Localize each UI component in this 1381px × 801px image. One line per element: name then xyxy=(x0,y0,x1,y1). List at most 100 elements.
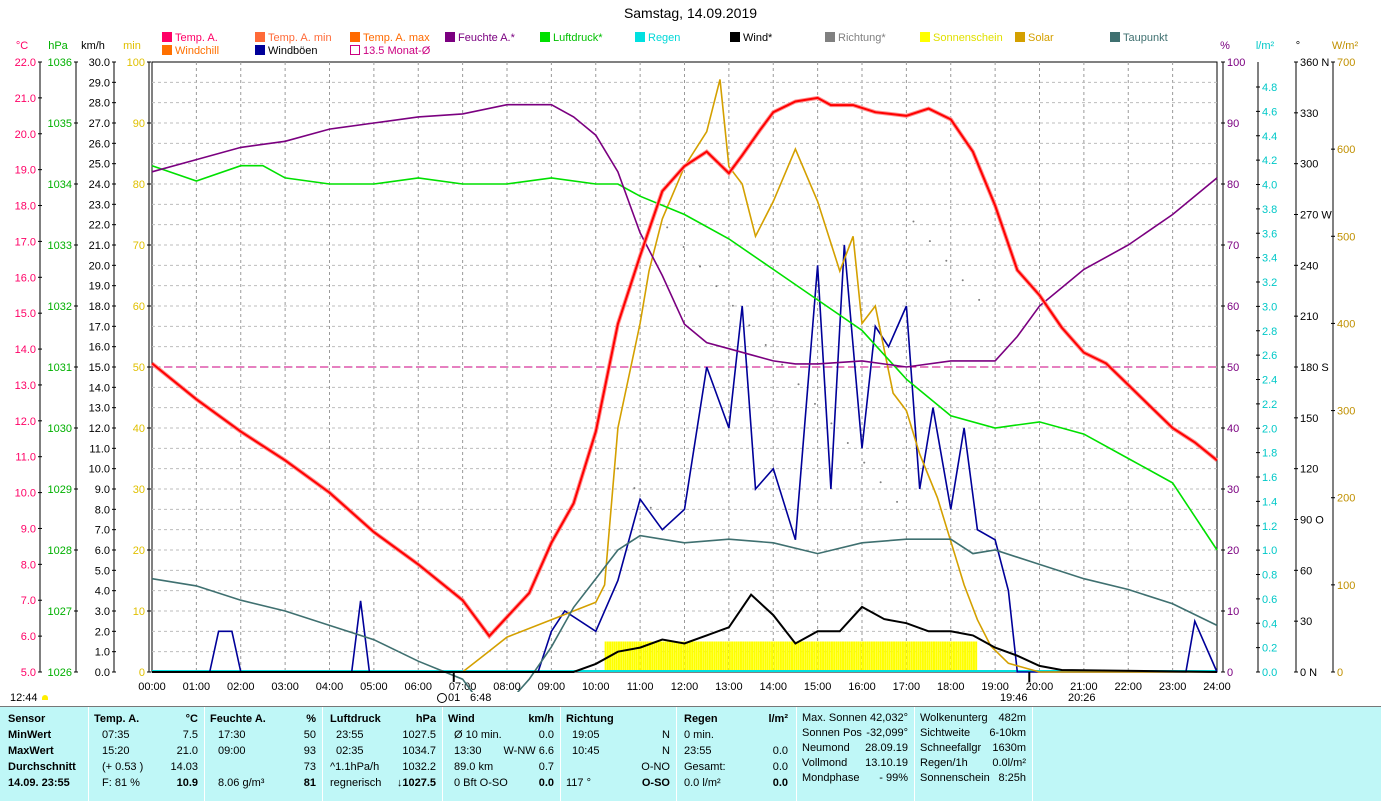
axis-tick-label: 3.4 xyxy=(1262,253,1277,265)
axis-tick-label: 1034 xyxy=(48,179,72,191)
sunshine-bar xyxy=(640,641,643,672)
sunshine-bar xyxy=(870,641,873,672)
axis-tick-label: 10 xyxy=(1227,606,1239,618)
wind-column: Wind km/h Ø 10 min. 0.0 13:30 W-NW 6.6 89.0… xyxy=(448,711,554,791)
axis-tick-label: 19.0 xyxy=(89,281,110,293)
axis-tick-label: 9.0 xyxy=(95,484,110,496)
axis-tick-label: 18.0 xyxy=(89,301,110,313)
sunshine-bar xyxy=(739,641,742,672)
sunshine-bar xyxy=(615,641,618,672)
axis-tick-label: 27.0 xyxy=(89,118,110,130)
direction-dot xyxy=(863,461,866,464)
axis-tick-label: 17.0 xyxy=(15,236,36,248)
legend-label: Temp. A. min xyxy=(268,32,332,44)
weather-chart: 22.0 21.0 20.0 19.0 18.0 17.0 16.0 15.0 14.0 13.0… xyxy=(15,40,1359,692)
sunshine-bar xyxy=(875,641,878,672)
sunshine-bar xyxy=(897,641,900,672)
rain-unit: l/m² xyxy=(768,713,788,725)
axis-tick-label: 600 xyxy=(1337,144,1355,156)
axis-tick-label: 0.0 xyxy=(95,667,110,679)
axis-tick-label: 50 xyxy=(1227,362,1239,374)
legend-item: Windböen xyxy=(255,45,318,57)
astro-value: -32,099° xyxy=(866,727,908,739)
sunshine-bar xyxy=(948,641,951,672)
hour-label: 01:00 xyxy=(183,681,211,692)
axis-tick-label: 12.0 xyxy=(89,423,110,435)
pressure-value: 1027.5 xyxy=(402,729,436,741)
direction-dot xyxy=(649,506,652,509)
axis-tick-label: 25.0 xyxy=(89,159,110,171)
axis-tick-label: 20 xyxy=(1227,545,1239,557)
rain-column: Regen l/m² 0 min. 23:55 0.0 Gesamt: 0.0 0.0… xyxy=(684,711,788,791)
rain-label: 0 min. xyxy=(684,729,714,741)
sunshine-bar xyxy=(795,641,798,672)
legend-label: Wind* xyxy=(743,32,773,44)
sunshine-bar xyxy=(744,641,747,672)
sunshine-bar xyxy=(966,641,969,672)
axis-tick-label: 8.0 xyxy=(21,559,36,571)
axis-tick-label: 60 xyxy=(1300,565,1312,577)
wind-value: 0.0 xyxy=(538,729,554,741)
legend-item: Taupunkt xyxy=(1110,32,1168,44)
pressure-value: ↓1027.5 xyxy=(396,777,436,789)
axis-tick-label: 0.2 xyxy=(1262,643,1277,655)
sunshine-bar xyxy=(682,641,685,672)
sunshine-bar xyxy=(660,641,663,672)
axis-tick-label: 30 xyxy=(133,484,145,496)
legend-item: Temp. A. min xyxy=(255,32,332,44)
axis-tick-label: 12.0 xyxy=(15,416,36,428)
hour-label: 11:00 xyxy=(627,681,654,692)
sunshine-bar xyxy=(930,641,933,672)
direction-dot xyxy=(797,383,800,386)
sunshine-bar xyxy=(646,641,649,672)
astro-label: Max. Sonnen xyxy=(802,712,867,724)
sunshine-bar xyxy=(757,641,760,672)
humidity-header: Feuchte A. xyxy=(210,713,266,725)
sunshine-bar xyxy=(888,641,891,672)
sunshine-bar xyxy=(944,641,947,672)
hour-label: 00:00 xyxy=(138,681,166,692)
legend-item: 13.5 Monat-Ø xyxy=(350,45,430,57)
misc-label: Wolkenunterg xyxy=(920,712,988,724)
axis-tick-label: 30 xyxy=(1227,484,1239,496)
sunshine-bar xyxy=(886,641,889,672)
axis-unit-label: min xyxy=(123,40,141,52)
sunshine-bar xyxy=(742,641,745,672)
sensor-row: MaxWert xyxy=(8,745,54,757)
sunshine-bar xyxy=(955,641,958,672)
sunshine-bar xyxy=(857,641,860,672)
humidity-column: Feuchte A.% 17:30 50 09:00 93 73 8.06 g/m³… xyxy=(210,711,316,791)
sunshine-bar xyxy=(917,641,920,672)
axis-tick-label: 26.0 xyxy=(89,138,110,150)
sunshine-bar xyxy=(733,641,736,672)
direction-dot xyxy=(666,226,669,229)
sunshine-bar xyxy=(762,641,765,672)
legend-label: Luftdruck* xyxy=(553,32,603,44)
sunshine-bar xyxy=(691,641,694,672)
legend-swatch xyxy=(1110,32,1120,42)
hour-label: 16:00 xyxy=(848,681,876,692)
axis-tick-label: 21.0 xyxy=(89,240,110,252)
sunshine-bar xyxy=(624,641,627,672)
pressure-header: Luftdruck xyxy=(330,713,381,725)
astro-column: Max. Sonnen 42,032° Sonnen Pos -32,099° Ne… xyxy=(802,711,908,786)
axis-tick-label: 150 xyxy=(1300,413,1318,425)
direction-dot xyxy=(961,279,964,282)
axis-unit-label: W/m² xyxy=(1332,40,1359,52)
sunshine-bar xyxy=(813,641,816,672)
axis-tick-label: 3.2 xyxy=(1262,277,1277,289)
sunshine-bar xyxy=(890,641,893,672)
axis-tick-label: 3.6 xyxy=(1262,228,1277,240)
series-line-solar xyxy=(152,79,1217,673)
axis-unit-label: l/m² xyxy=(1256,40,1275,52)
sunshine-bar xyxy=(686,641,689,672)
axis-tick-label: 20.0 xyxy=(15,129,36,141)
legend-swatch xyxy=(255,45,265,55)
legend-label: Solar xyxy=(1028,32,1054,44)
axis-tick-label: 70 xyxy=(1227,240,1239,252)
astro-value: - 99% xyxy=(879,772,908,784)
legend-label: Feuchte A.* xyxy=(458,32,515,44)
axis-tick-label: 4.2 xyxy=(1262,155,1277,167)
wind-value: 0.0 xyxy=(538,777,554,789)
direction-value: N xyxy=(662,745,670,757)
